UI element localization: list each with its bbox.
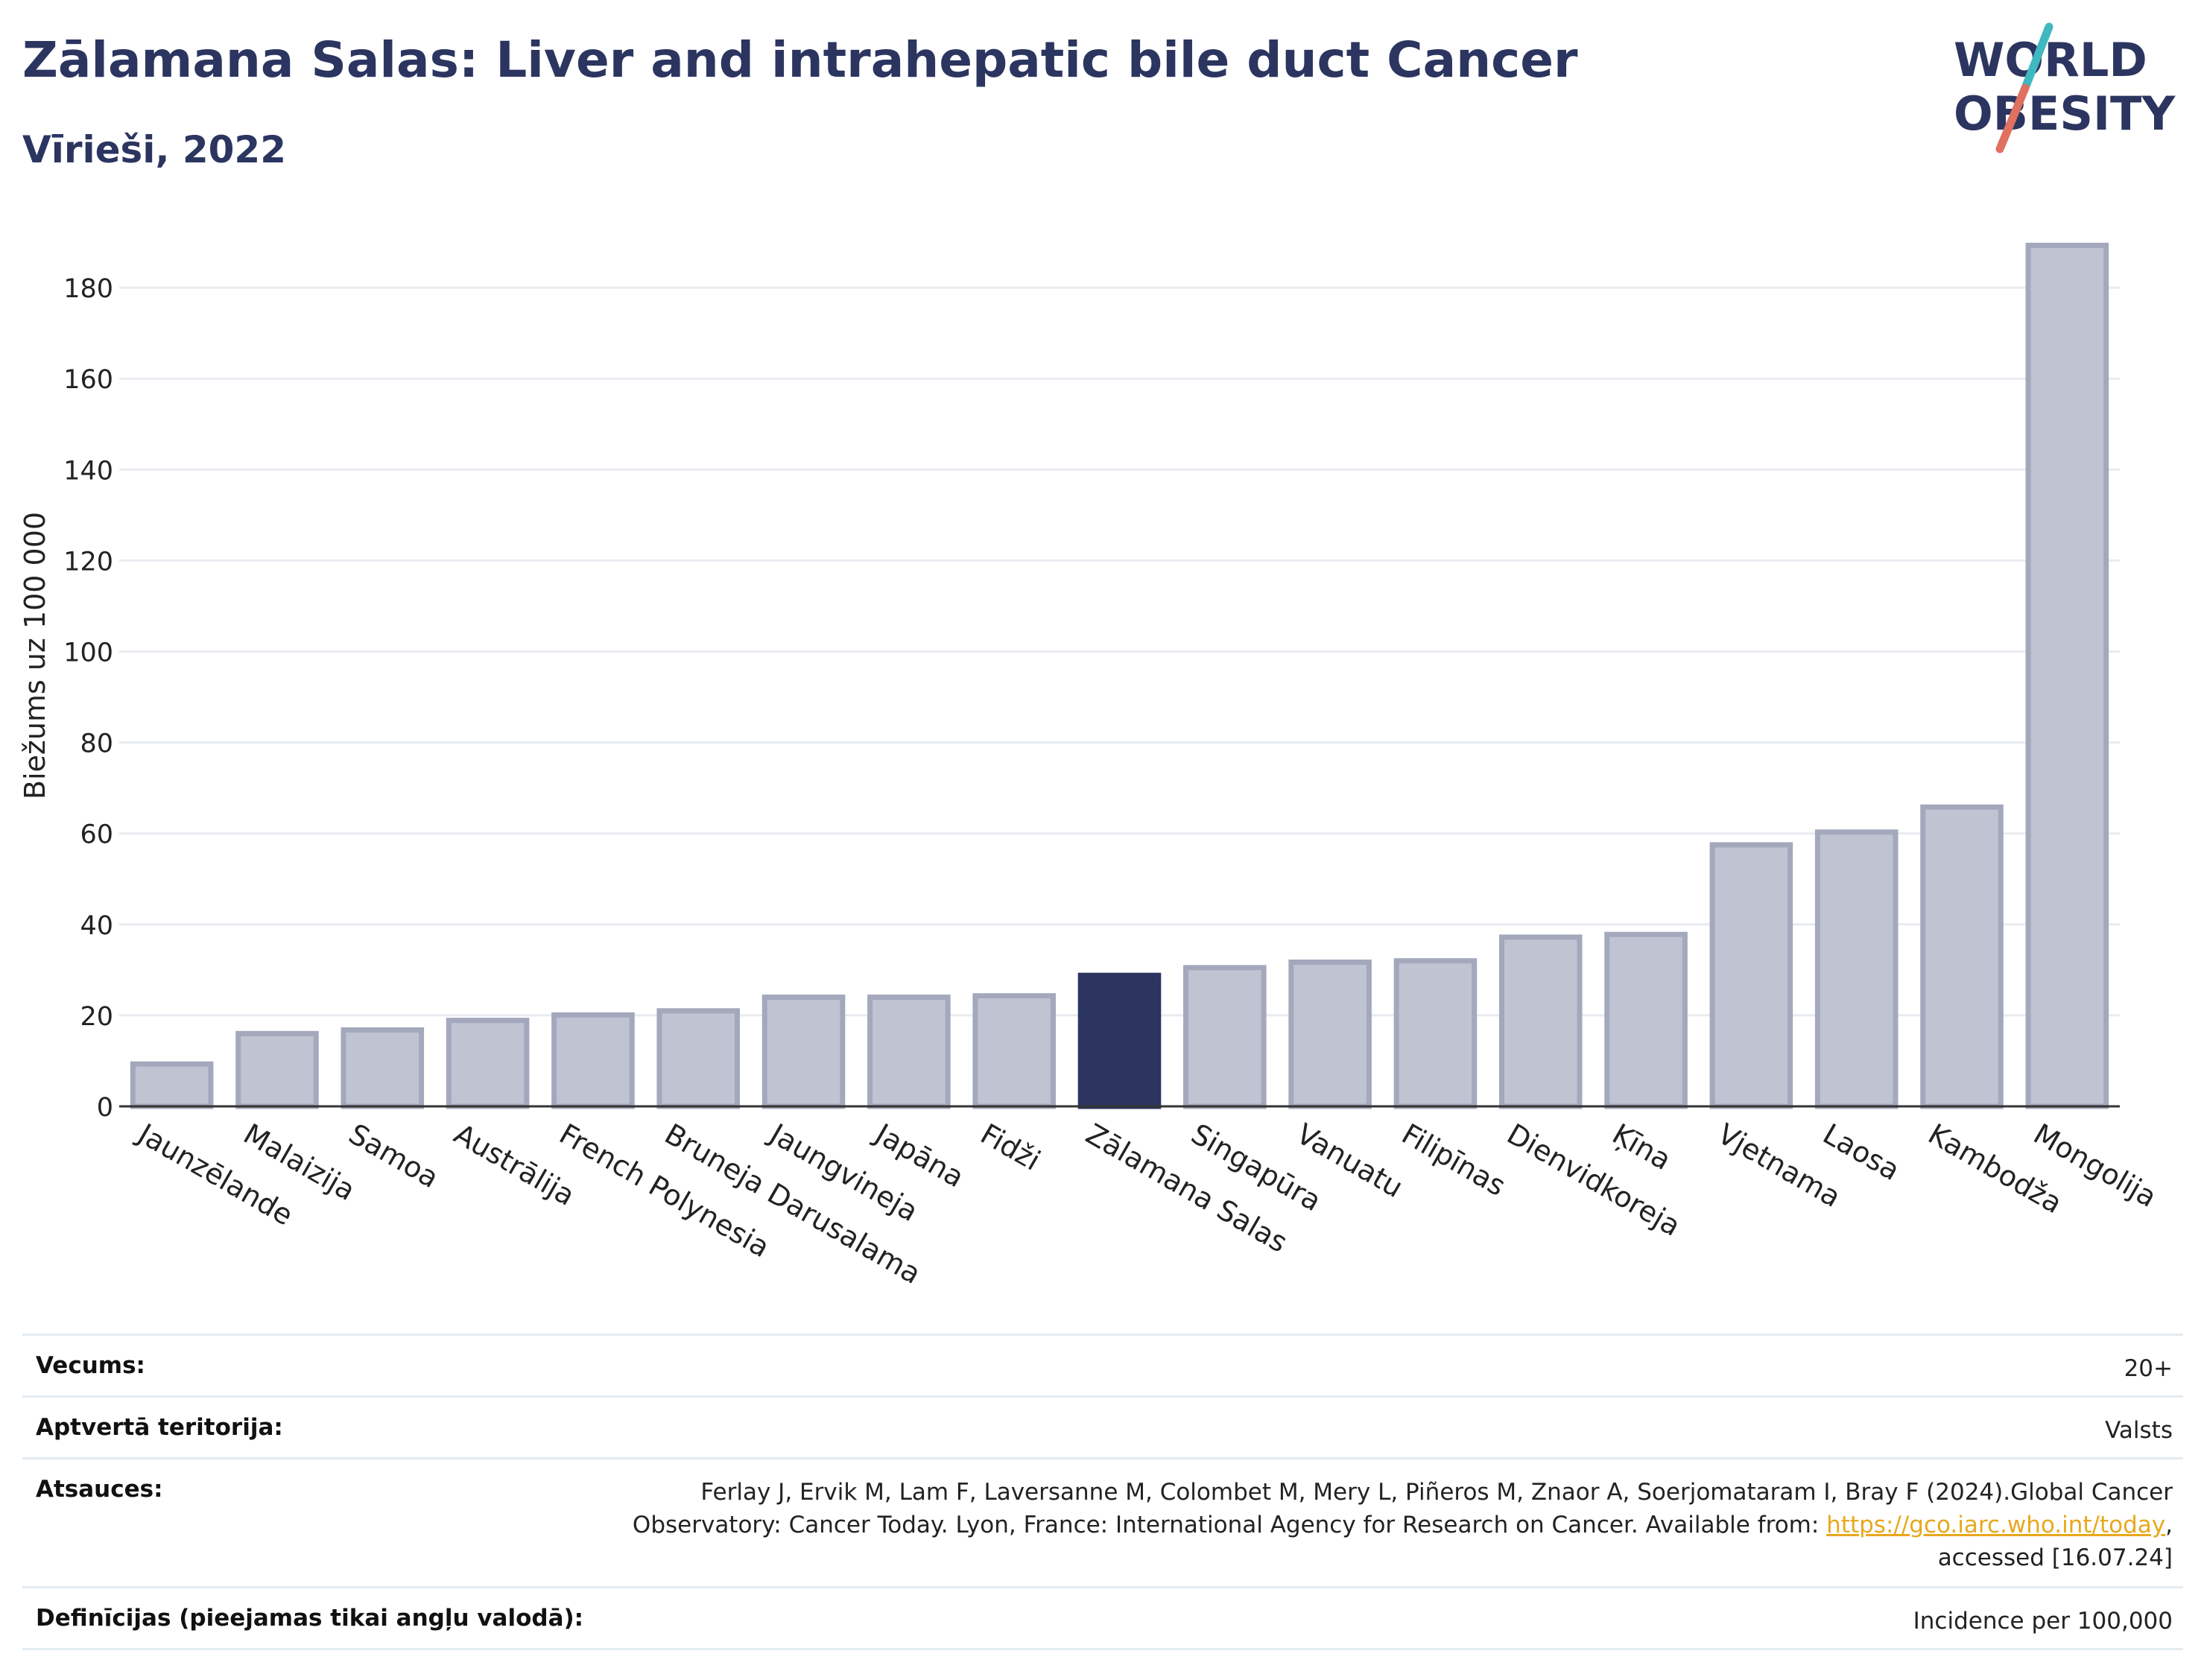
info-row-definitions: Definīcijas (pieejamas tikai angļu valod… [22, 1586, 2183, 1650]
bar [1604, 931, 1688, 1109]
info-label-references: Atsauces: [36, 1476, 163, 1503]
chart-title: Zālamana Salas: Liver and intrahepatic b… [22, 31, 1578, 89]
reference-link[interactable]: https://gco.iarc.who.int/today [1826, 1512, 2166, 1538]
bar [1288, 959, 1372, 1109]
y-tick-label: 120 [63, 547, 113, 577]
bar [235, 1030, 319, 1109]
bar [1393, 958, 1478, 1109]
bar [1920, 804, 2004, 1109]
y-tick-label: 60 [80, 820, 113, 850]
y-tick-label: 0 [97, 1093, 113, 1123]
y-tick-labels: 0 20 40 60 80 100 120 140 160 180 [63, 274, 113, 1123]
reference-line-2: Observatory: Cancer Today. Lyon, France:… [633, 1509, 2173, 1541]
y-tick-label: 20 [80, 1002, 113, 1032]
logo-slash-bottom [1995, 83, 2030, 153]
bar-highlighted [1077, 972, 1162, 1109]
info-value-references: Ferlay J, Ervik M, Lam F, Laversanne M, … [633, 1476, 2173, 1574]
y-tick-label: 140 [63, 456, 113, 486]
info-label-age: Vecums: [36, 1352, 145, 1379]
logo-text-world: WORLD [1954, 33, 2147, 87]
x-tick-label: Dienvidkoreja [1501, 1118, 1685, 1243]
bar [341, 1027, 425, 1109]
info-row-references: Atsauces: Ferlay J, Ervik M, Lam F, Lave… [22, 1457, 2183, 1586]
y-tick-label: 40 [80, 911, 113, 941]
info-value-age: 20+ [2124, 1355, 2173, 1382]
reference-line-3: accessed [16.07.24] [1937, 1544, 2173, 1571]
bar [656, 1008, 741, 1109]
y-tick-label: 80 [80, 729, 113, 759]
reference-line-2-text: Observatory: Cancer Today. Lyon, France:… [632, 1512, 1827, 1538]
world-obesity-logo: WORLD OBESITY [1954, 22, 2176, 153]
info-row-age: Vecums: 20+ [22, 1334, 2183, 1395]
bar-chart: 0 20 40 60 80 100 120 140 160 180 JaunzēlandeMala… [19, 242, 2162, 1290]
x-tick-label: Austrālija [449, 1118, 580, 1212]
bar [761, 994, 846, 1109]
reference-line-1: Ferlay J, Ervik M, Lam F, Laversanne M, … [700, 1479, 2173, 1506]
info-label-territory: Aptvertā teritorija: [36, 1414, 283, 1441]
bar [2025, 242, 2109, 1109]
info-value-territory: Valsts [2105, 1417, 2173, 1444]
x-tick-label: Fidži [975, 1118, 1046, 1177]
reference-line-2-tail: , [2165, 1512, 2173, 1538]
logo-slash-top [2021, 22, 2053, 92]
bars [130, 242, 2109, 1109]
bar [867, 994, 951, 1109]
bar [972, 993, 1056, 1109]
chart-subtitle: Vīrieši, 2022 [22, 128, 287, 171]
bar [1814, 829, 1899, 1109]
info-value-definitions: Incidence per 100,000 [1913, 1608, 2173, 1635]
info-table: Vecums: 20+ Aptvertā teritorija: Valsts … [22, 1334, 2183, 1650]
x-tick-label: Filipīnas [1396, 1118, 1511, 1202]
bar [446, 1018, 530, 1109]
y-tick-label: 100 [63, 638, 113, 668]
bar [551, 1012, 635, 1109]
x-tick-label: Ķīna [1607, 1118, 1677, 1177]
bar [1498, 934, 1583, 1109]
info-row-territory: Aptvertā teritorija: Valsts [22, 1395, 2183, 1457]
y-tick-label: 180 [63, 274, 113, 304]
bar [1709, 842, 1793, 1109]
y-axis-label: Biežums uz 100 000 [19, 512, 51, 799]
logo-text-obesity: OBESITY [1954, 86, 2176, 141]
x-tick-label: Samoa [343, 1118, 444, 1195]
bar [130, 1061, 214, 1109]
bar [1183, 965, 1267, 1109]
y-tick-label: 160 [63, 365, 113, 395]
info-label-definitions: Definīcijas (pieejamas tikai angļu valod… [36, 1605, 584, 1632]
